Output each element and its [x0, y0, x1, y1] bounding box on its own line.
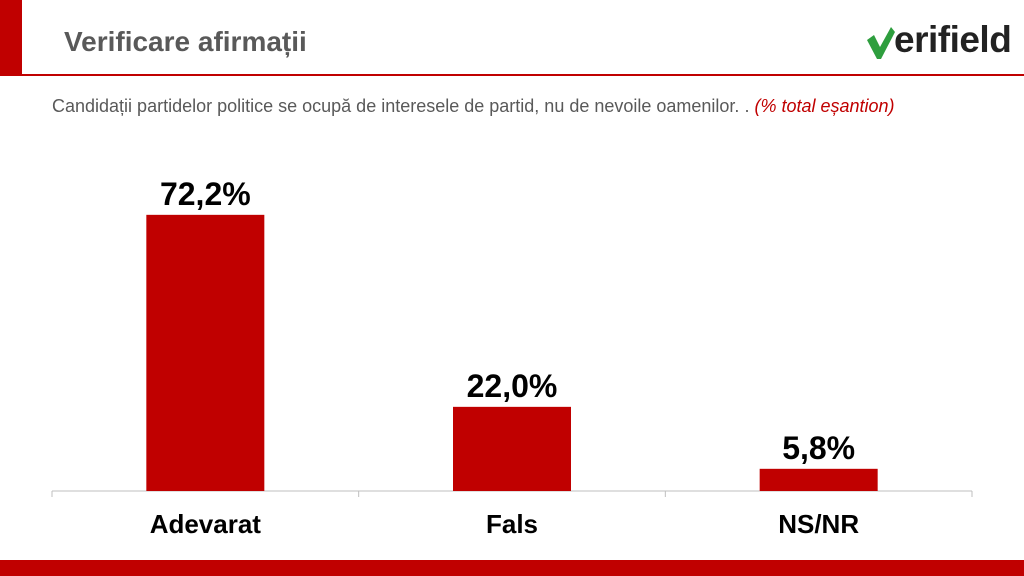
verifield-logo: erifield	[866, 18, 1016, 60]
bar-0	[146, 214, 265, 491]
header-accent-bar	[0, 0, 22, 76]
bar-chart: 72,2% Adevarat 22,0% Fals 5,8% NS/NR	[51, 176, 973, 539]
footer-bar	[0, 560, 1024, 576]
logo-text: erifield	[894, 19, 1012, 60]
sample-note: (% total eșantion)	[754, 96, 895, 116]
bar-2	[759, 468, 878, 491]
checkmark-icon	[867, 27, 895, 59]
header-divider	[22, 74, 1024, 76]
question-text: Candidații partidelor politice se ocupă …	[52, 88, 982, 124]
category-label-1: Fals	[486, 509, 538, 539]
category-label-2: NS/NR	[778, 509, 859, 539]
data-label-2: 5,8%	[782, 430, 855, 466]
data-label-1: 22,0%	[467, 368, 558, 404]
data-label-0: 72,2%	[160, 176, 251, 212]
page-title: Verificare afirmații	[64, 26, 307, 57]
category-label-0: Adevarat	[150, 509, 262, 539]
bar-1	[453, 406, 571, 491]
question-statement: Candidații partidelor politice se ocupă …	[52, 96, 755, 116]
